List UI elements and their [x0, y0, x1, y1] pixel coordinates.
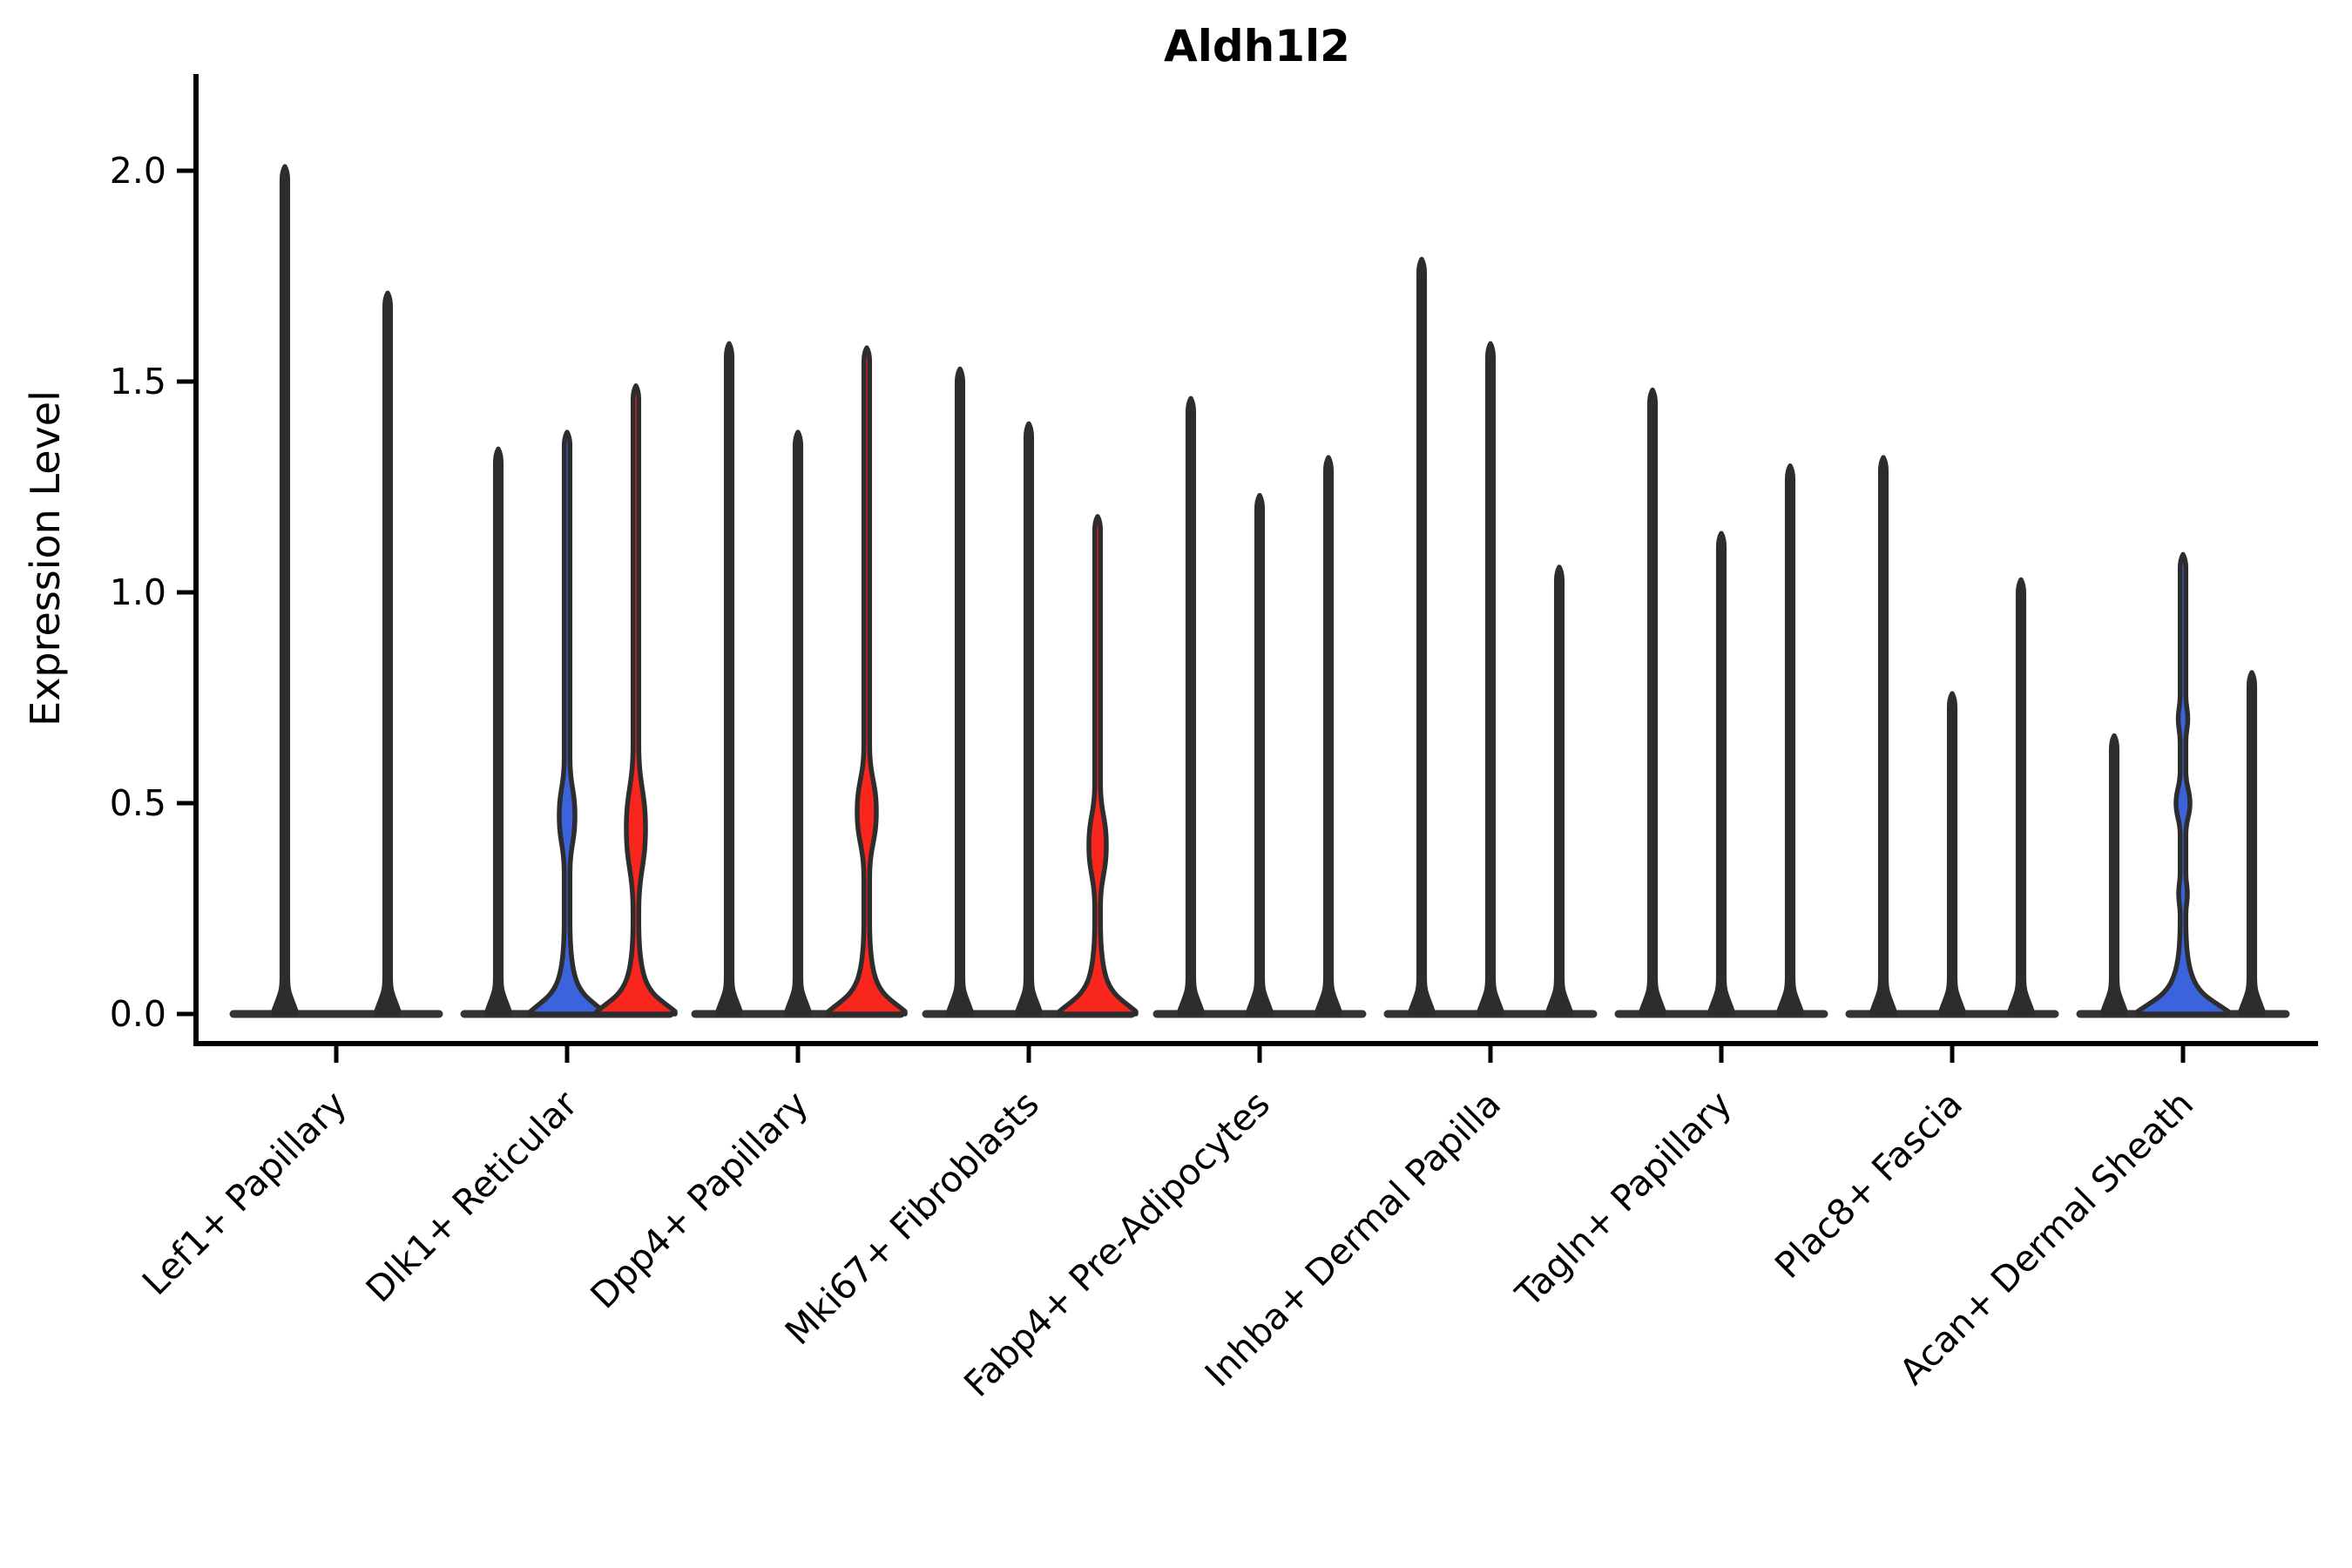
- x-tick-label: Dlk1+ Reticular: [358, 1083, 585, 1310]
- x-tick-label: Tagln+ Papillary: [1507, 1083, 1740, 1315]
- violin-thin: [946, 366, 974, 1017]
- violin-thin: [1776, 463, 1804, 1017]
- violin-thin: [2007, 577, 2035, 1017]
- violin-thin: [484, 446, 512, 1017]
- violin-thin: [1477, 341, 1504, 1017]
- violin-thin: [1177, 395, 1205, 1017]
- violin-red: [826, 345, 908, 1017]
- violin-thin: [1315, 455, 1342, 1017]
- violin-thin: [1707, 531, 1735, 1017]
- violin-blue: [2135, 551, 2231, 1017]
- violin-thin: [715, 341, 743, 1017]
- violin-thin: [374, 290, 402, 1017]
- y-tick-label: 0.0: [110, 993, 166, 1035]
- y-tick-label: 1.0: [110, 571, 166, 613]
- x-tick-label: Lef1+ Papillary: [134, 1083, 355, 1303]
- violin-thin: [1545, 564, 1573, 1017]
- violin-thin: [2100, 733, 2128, 1017]
- violin-blue: [528, 429, 606, 1017]
- x-tick-label: Plac8+ Fascia: [1767, 1083, 1970, 1287]
- y-tick-label: 2.0: [110, 150, 166, 192]
- violin-thin: [1015, 421, 1043, 1017]
- y-tick-label: 1.5: [110, 361, 166, 402]
- violin-thin: [784, 429, 812, 1017]
- y-axis-title: Expression Level: [22, 390, 69, 727]
- violin-red: [1057, 514, 1139, 1017]
- violin-thin: [1938, 691, 1966, 1017]
- violin-thin: [1639, 387, 1666, 1017]
- x-tick-label: Dpp4+ Papillary: [583, 1083, 816, 1316]
- violin-red: [594, 383, 678, 1017]
- chart-title: Aldh1l2: [1164, 21, 1350, 71]
- y-tick-label: 0.5: [110, 782, 166, 824]
- violin-thin: [1869, 455, 1897, 1017]
- x-tick-label: Mki67+ Fibroblasts: [777, 1083, 1047, 1353]
- violin-thin: [1408, 256, 1436, 1017]
- violin-thin: [1246, 492, 1274, 1017]
- violin-thin: [2238, 670, 2266, 1017]
- violin-thin: [271, 164, 299, 1017]
